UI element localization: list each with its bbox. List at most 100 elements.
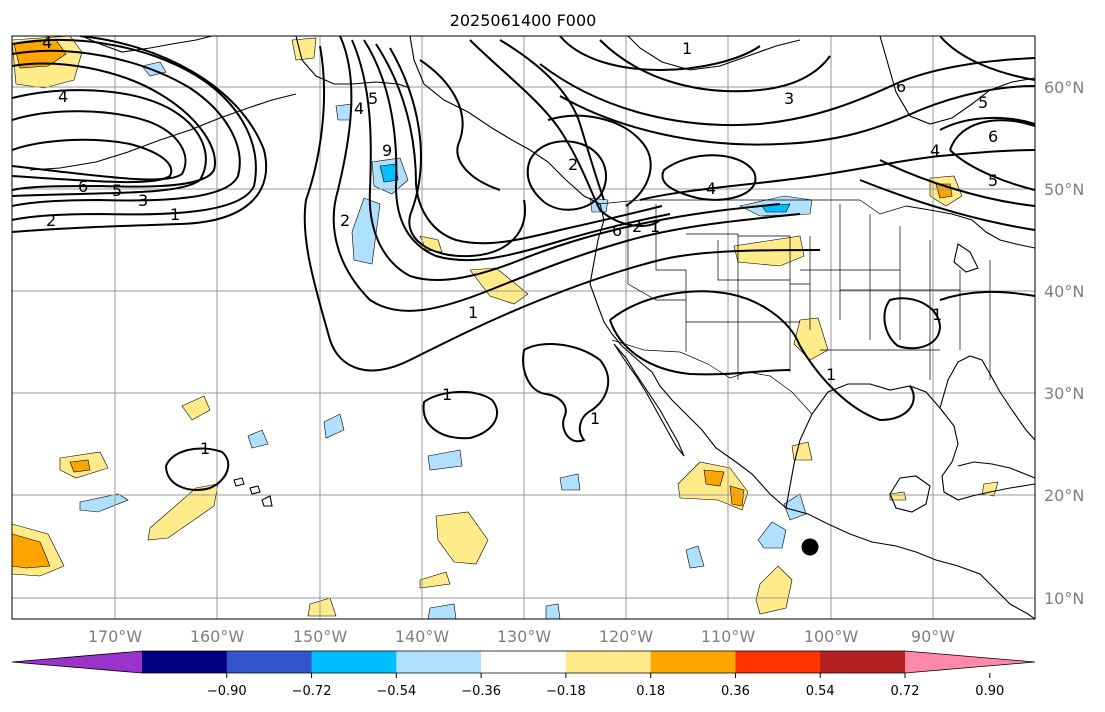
- contour-label: 4: [58, 87, 68, 106]
- lon-label: 140°W: [395, 627, 450, 646]
- colorbar-tick-label: 0.72: [891, 684, 920, 699]
- great-lakes: [905, 205, 1035, 273]
- lon-label: 160°W: [190, 627, 245, 646]
- anomaly-blob: [755, 565, 793, 615]
- contour-line: [547, 114, 652, 207]
- anomaly-blob: [69, 459, 91, 473]
- colorbar-segment: [735, 651, 821, 673]
- siberia-coastline: [81, 36, 213, 53]
- anomaly-blob: [351, 197, 381, 265]
- yucatan-coastline: [889, 475, 931, 513]
- contour-line: [661, 154, 757, 201]
- contour-label: 5: [988, 171, 998, 190]
- colorbar-tick-label: 0.18: [636, 684, 665, 699]
- contour-line: [499, 39, 605, 201]
- contour-label: 4: [354, 99, 364, 118]
- aleutian-islands: [29, 93, 297, 171]
- contour-line: [883, 297, 942, 350]
- contour-line: [939, 116, 1035, 131]
- colorbar-extend-low: [12, 651, 142, 673]
- contour-label: 6: [896, 77, 906, 96]
- florida-coastline: [939, 355, 1035, 441]
- graticule: [12, 36, 1035, 619]
- contour-line: [859, 179, 1035, 231]
- contour-label: 1: [650, 217, 660, 236]
- contour-line: [363, 39, 671, 262]
- contour-label: 6: [988, 127, 998, 146]
- contour-line: [639, 149, 1035, 201]
- contour-label: 2: [46, 211, 56, 230]
- lon-label: 130°W: [497, 627, 552, 646]
- contour-label: 9: [382, 141, 392, 160]
- colorbar-segment: [311, 651, 397, 673]
- colorbar-tick-label: 0.54: [806, 684, 835, 699]
- hawaii-islands: [233, 477, 273, 507]
- contour-line: [303, 45, 821, 372]
- lat-label: 40°N: [1044, 282, 1084, 301]
- lat-label: 20°N: [1044, 486, 1084, 505]
- north-america-coastline: [409, 36, 1035, 619]
- contour-line: [469, 39, 661, 227]
- us-mexico-border: [611, 339, 813, 415]
- colorbar-tick-label: −0.36: [461, 684, 501, 699]
- contour-line: [522, 343, 610, 443]
- lon-label: 120°W: [599, 627, 654, 646]
- anomaly-blob: [427, 603, 457, 619]
- anomaly-blob: [685, 545, 705, 569]
- colorbar-segment: [820, 651, 906, 673]
- contour-label: 1: [590, 409, 600, 428]
- contour-label: 1: [170, 205, 180, 224]
- contour-line: [164, 447, 230, 491]
- anomaly-blob: [545, 603, 561, 619]
- contour-line: [599, 39, 831, 93]
- contour-label: 2: [632, 217, 642, 236]
- anomaly-blob: [677, 461, 749, 511]
- lat-label: 30°N: [1044, 384, 1084, 403]
- anomaly-blob: [307, 597, 337, 617]
- contour-label: 1: [442, 385, 452, 404]
- lon-label: 110°W: [701, 627, 756, 646]
- contour-label: 3: [138, 191, 148, 210]
- contour-line: [12, 36, 268, 233]
- contour-label: 1: [826, 365, 836, 384]
- cuba-coastline: [957, 461, 1035, 479]
- lat-label: 10°N: [1044, 589, 1084, 608]
- contour-line: [939, 36, 1035, 81]
- baja-coastline: [613, 343, 685, 457]
- anomaly-blob: [291, 37, 317, 61]
- contour-line: [559, 36, 761, 72]
- contour-line: [609, 290, 915, 422]
- contour-label: 3: [784, 89, 794, 108]
- contour-label: 5: [368, 89, 378, 108]
- contour-line: [332, 36, 801, 312]
- contour-line: [609, 319, 791, 376]
- anomaly-blob: [419, 571, 451, 589]
- lat-label: 50°N: [1044, 180, 1084, 199]
- colorbar-segment: [650, 651, 736, 673]
- shaded-anomalies: [12, 36, 999, 619]
- colorbar-tick-label: 0.90: [975, 684, 1004, 699]
- contour-label: 1: [932, 305, 942, 324]
- contour-label: 2: [340, 211, 350, 230]
- anomaly-blob: [703, 469, 725, 487]
- anomaly-blob: [757, 521, 787, 549]
- contour-label: 4: [42, 33, 52, 52]
- lon-label: 90°W: [911, 627, 955, 646]
- anomaly-blob: [181, 395, 211, 421]
- contour-label: 5: [112, 181, 122, 200]
- contour-label: 6: [612, 221, 622, 240]
- hudson-coastline: [879, 36, 1035, 125]
- contour-line: [526, 140, 607, 211]
- canada-coastline: [627, 36, 801, 71]
- contour-line: [879, 159, 1035, 207]
- contour-line: [12, 49, 241, 207]
- colorbar-segment: [226, 651, 313, 673]
- map-content: [12, 36, 1035, 619]
- anomaly-blob: [247, 429, 269, 449]
- contour-line: [939, 290, 1035, 301]
- contour-line: [12, 39, 257, 221]
- colorbar-segment: [565, 651, 652, 673]
- anomaly-blob: [559, 473, 581, 491]
- anomaly-blob: [791, 441, 813, 461]
